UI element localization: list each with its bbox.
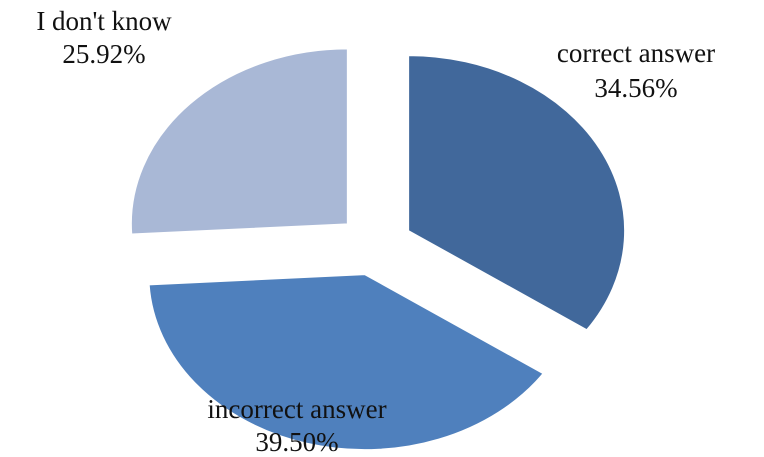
pie-slice-correct-answer: [409, 56, 625, 330]
pie-slices: [131, 49, 624, 450]
slice-value-incorrect-answer: 39.50%: [255, 427, 338, 457]
slice-value-correct-answer: 34.56%: [594, 73, 677, 103]
slice-value-i-dont-know: 25.92%: [62, 39, 145, 69]
slice-label-incorrect-answer: incorrect answer: [207, 394, 386, 424]
pie-slice-i-don-t-know: [131, 49, 347, 234]
slice-label-correct-answer: correct answer: [557, 38, 715, 68]
slice-label-i-dont-know: I don't know: [36, 6, 172, 36]
